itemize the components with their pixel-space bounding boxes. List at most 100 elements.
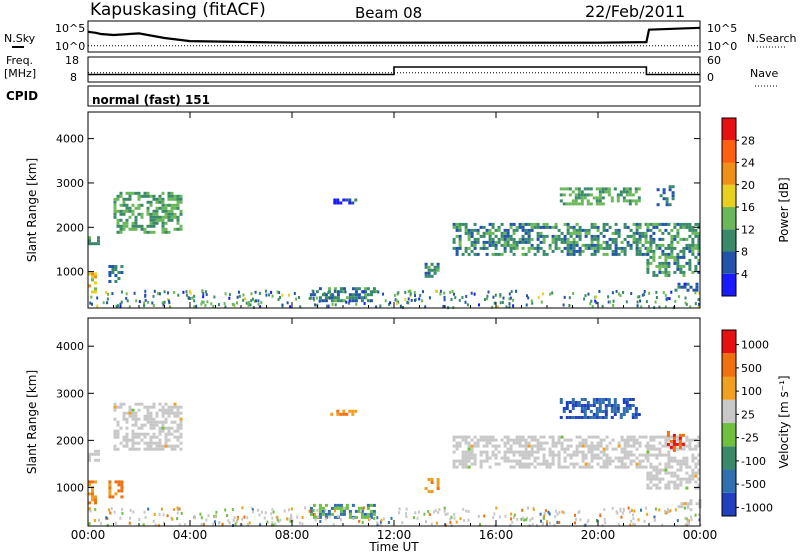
scatter-cell <box>509 237 513 241</box>
scatter-cell <box>170 206 174 210</box>
scatter-cell <box>91 452 94 456</box>
scatter-cell <box>122 438 126 442</box>
scatter-cell <box>137 194 141 198</box>
scatter-cell <box>116 432 120 436</box>
scatter-cell <box>250 292 253 296</box>
scatter-cell <box>324 517 327 521</box>
scatter-cell <box>309 509 313 513</box>
scatter-cell <box>524 456 528 460</box>
scatter-cell <box>173 435 177 439</box>
scatter-cell <box>149 203 153 207</box>
scatter-cell <box>628 199 632 203</box>
scatter-cell <box>574 521 576 525</box>
scatter-cell <box>430 481 434 484</box>
scatter-cell <box>372 290 376 294</box>
scatter-cell <box>667 471 671 475</box>
scatter-cell <box>560 249 564 253</box>
scatter-cell <box>479 462 483 466</box>
scatter-cell <box>595 187 599 191</box>
scatter-cell <box>679 264 683 268</box>
scatter-cell <box>554 246 558 250</box>
scatter-cell <box>458 237 462 241</box>
scatter-cell <box>590 240 594 244</box>
scatter-cell <box>135 299 138 303</box>
scatter-cell <box>630 509 633 512</box>
scatter-cell <box>128 405 132 409</box>
scatter-cell <box>414 294 416 298</box>
velocity-colorbar-cell <box>722 492 736 517</box>
scatter-cell <box>673 225 677 229</box>
scatter-cell <box>155 444 159 448</box>
scatter-cell <box>599 441 603 445</box>
scatter-cell <box>551 459 555 463</box>
scatter-cell <box>330 506 334 510</box>
scatter-cell <box>686 288 690 292</box>
scatter-cell <box>114 480 118 484</box>
scatter-cell <box>167 291 169 295</box>
scatter-cell <box>616 410 620 413</box>
scatter-cell <box>318 296 322 300</box>
scatter-cell <box>366 512 370 516</box>
scatter-cell <box>179 194 183 198</box>
scatter-cell <box>616 511 619 515</box>
scatter-cell <box>167 230 171 234</box>
scatter-cell <box>128 447 132 451</box>
scatter-cell <box>678 433 682 437</box>
scatter-cell <box>176 194 180 198</box>
scatter-cell <box>149 411 153 415</box>
scatter-cell <box>623 462 627 466</box>
scatter-cell <box>673 222 677 226</box>
scatter-cell <box>679 459 683 463</box>
scatter-cell <box>622 398 626 401</box>
scatter-cell <box>134 227 138 231</box>
scatter-cell <box>551 435 555 439</box>
scatter-cell <box>161 429 165 433</box>
scatter-cell <box>427 268 431 272</box>
scatter-cell <box>661 222 665 226</box>
scatter-cell <box>412 516 415 520</box>
scatter-cell <box>626 456 630 460</box>
scatter-cell <box>96 304 99 308</box>
scatter-cell <box>398 511 400 515</box>
scatter-cell <box>458 435 462 439</box>
scatter-cell <box>155 209 159 213</box>
scatter-cell <box>599 438 603 442</box>
scatter-cell <box>652 447 656 451</box>
scatter-cell <box>515 435 519 439</box>
scatter-cell <box>530 243 534 247</box>
scatter-cell <box>360 296 364 300</box>
scatter-cell <box>632 444 636 448</box>
scatter-cell <box>551 234 555 238</box>
scatter-cell <box>339 506 343 510</box>
scatter-cell <box>452 459 456 463</box>
scatter-cell <box>641 234 645 238</box>
scatter-cell <box>179 423 183 427</box>
scatter-cell <box>125 438 129 442</box>
scatter-cell <box>626 243 630 247</box>
scatter-cell <box>94 452 97 456</box>
scatter-cell <box>667 270 671 274</box>
scatter-cell <box>111 495 115 499</box>
scatter-cell <box>309 506 313 510</box>
cpid-panel-frame <box>87 85 701 107</box>
scatter-cell <box>694 222 698 226</box>
scatter-cell <box>577 187 581 191</box>
scatter-cell <box>638 459 642 463</box>
scatter-cell <box>569 456 573 460</box>
scatter-cell <box>664 486 668 490</box>
scatter-cell <box>533 459 537 463</box>
scatter-cell <box>610 404 614 407</box>
scatter-cell <box>697 468 701 472</box>
scatter-cell <box>257 303 260 306</box>
scatter-cell <box>492 295 495 299</box>
scatter-cell <box>131 221 135 225</box>
scatter-cell <box>271 516 274 520</box>
scatter-cell <box>363 515 367 519</box>
scatter-cell <box>554 515 557 519</box>
scatter-cell <box>122 212 126 216</box>
scatter-cell <box>509 249 513 253</box>
scatter-cell <box>653 518 656 521</box>
scatter-cell <box>521 438 525 442</box>
scatter-cell <box>158 420 162 424</box>
scatter-cell <box>617 246 621 250</box>
